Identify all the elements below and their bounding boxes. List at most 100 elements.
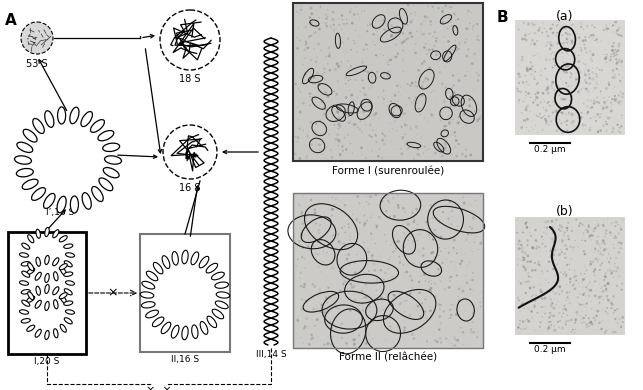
- Circle shape: [606, 298, 608, 299]
- Circle shape: [324, 14, 327, 16]
- Circle shape: [371, 150, 373, 151]
- Circle shape: [590, 34, 592, 36]
- Circle shape: [362, 87, 365, 89]
- Circle shape: [605, 24, 607, 26]
- Circle shape: [580, 26, 582, 28]
- Circle shape: [576, 78, 578, 80]
- Circle shape: [552, 23, 554, 26]
- Circle shape: [605, 87, 608, 90]
- Circle shape: [558, 254, 561, 256]
- Ellipse shape: [32, 188, 46, 200]
- Circle shape: [347, 37, 350, 40]
- Circle shape: [355, 30, 356, 31]
- Circle shape: [429, 309, 431, 312]
- Circle shape: [390, 101, 392, 103]
- Circle shape: [568, 269, 570, 270]
- Circle shape: [527, 307, 529, 308]
- Circle shape: [428, 121, 429, 122]
- Circle shape: [451, 18, 453, 20]
- Circle shape: [457, 339, 459, 342]
- Circle shape: [620, 57, 621, 58]
- Circle shape: [527, 319, 528, 320]
- Circle shape: [448, 286, 451, 289]
- Circle shape: [583, 103, 585, 105]
- Circle shape: [431, 5, 434, 8]
- Circle shape: [539, 321, 541, 323]
- Circle shape: [337, 255, 338, 256]
- Ellipse shape: [182, 250, 188, 264]
- Circle shape: [541, 117, 543, 119]
- Circle shape: [605, 121, 607, 122]
- Circle shape: [459, 198, 460, 199]
- Ellipse shape: [64, 318, 72, 324]
- Circle shape: [557, 42, 559, 45]
- Circle shape: [414, 12, 415, 13]
- Circle shape: [544, 297, 547, 300]
- Circle shape: [597, 261, 599, 263]
- Circle shape: [572, 47, 574, 48]
- Ellipse shape: [147, 271, 158, 281]
- Circle shape: [521, 122, 522, 123]
- Circle shape: [553, 100, 555, 103]
- Circle shape: [598, 322, 601, 324]
- Circle shape: [574, 322, 576, 324]
- Circle shape: [390, 215, 391, 217]
- Bar: [293, 3, 483, 161]
- Circle shape: [419, 114, 421, 116]
- Circle shape: [367, 48, 368, 50]
- Circle shape: [619, 247, 622, 249]
- Circle shape: [612, 31, 613, 33]
- Circle shape: [520, 328, 522, 330]
- Circle shape: [396, 149, 397, 150]
- Circle shape: [577, 296, 579, 298]
- Circle shape: [620, 125, 622, 128]
- Circle shape: [606, 295, 608, 297]
- Circle shape: [435, 37, 438, 39]
- Circle shape: [577, 246, 579, 248]
- Circle shape: [574, 78, 577, 81]
- Circle shape: [607, 270, 608, 271]
- Circle shape: [346, 258, 349, 261]
- Circle shape: [361, 303, 363, 305]
- Circle shape: [532, 55, 535, 57]
- Circle shape: [296, 319, 299, 321]
- Circle shape: [345, 113, 347, 115]
- Circle shape: [330, 25, 331, 27]
- Circle shape: [556, 303, 557, 305]
- Circle shape: [537, 91, 539, 94]
- Circle shape: [456, 229, 457, 230]
- Circle shape: [570, 319, 572, 321]
- Circle shape: [536, 40, 538, 42]
- Circle shape: [404, 232, 406, 234]
- Circle shape: [303, 286, 305, 289]
- Circle shape: [520, 126, 523, 129]
- Circle shape: [320, 303, 323, 306]
- Circle shape: [553, 240, 556, 243]
- Circle shape: [400, 148, 402, 149]
- Circle shape: [610, 101, 612, 104]
- Circle shape: [619, 27, 620, 29]
- Circle shape: [331, 266, 334, 269]
- Circle shape: [401, 41, 404, 44]
- Circle shape: [321, 101, 323, 103]
- Circle shape: [350, 8, 352, 10]
- Circle shape: [575, 73, 576, 74]
- Circle shape: [530, 63, 532, 64]
- Circle shape: [448, 121, 451, 124]
- Circle shape: [584, 273, 585, 275]
- Circle shape: [585, 271, 586, 272]
- Circle shape: [608, 96, 610, 98]
- Circle shape: [442, 262, 444, 264]
- Circle shape: [534, 330, 535, 331]
- Circle shape: [531, 22, 532, 24]
- Circle shape: [337, 111, 340, 114]
- Circle shape: [529, 232, 531, 234]
- Circle shape: [348, 80, 349, 82]
- Circle shape: [403, 326, 406, 329]
- Circle shape: [399, 113, 401, 115]
- Circle shape: [356, 308, 358, 310]
- Circle shape: [616, 285, 618, 287]
- Circle shape: [570, 39, 573, 42]
- Circle shape: [377, 96, 379, 98]
- Circle shape: [450, 96, 453, 98]
